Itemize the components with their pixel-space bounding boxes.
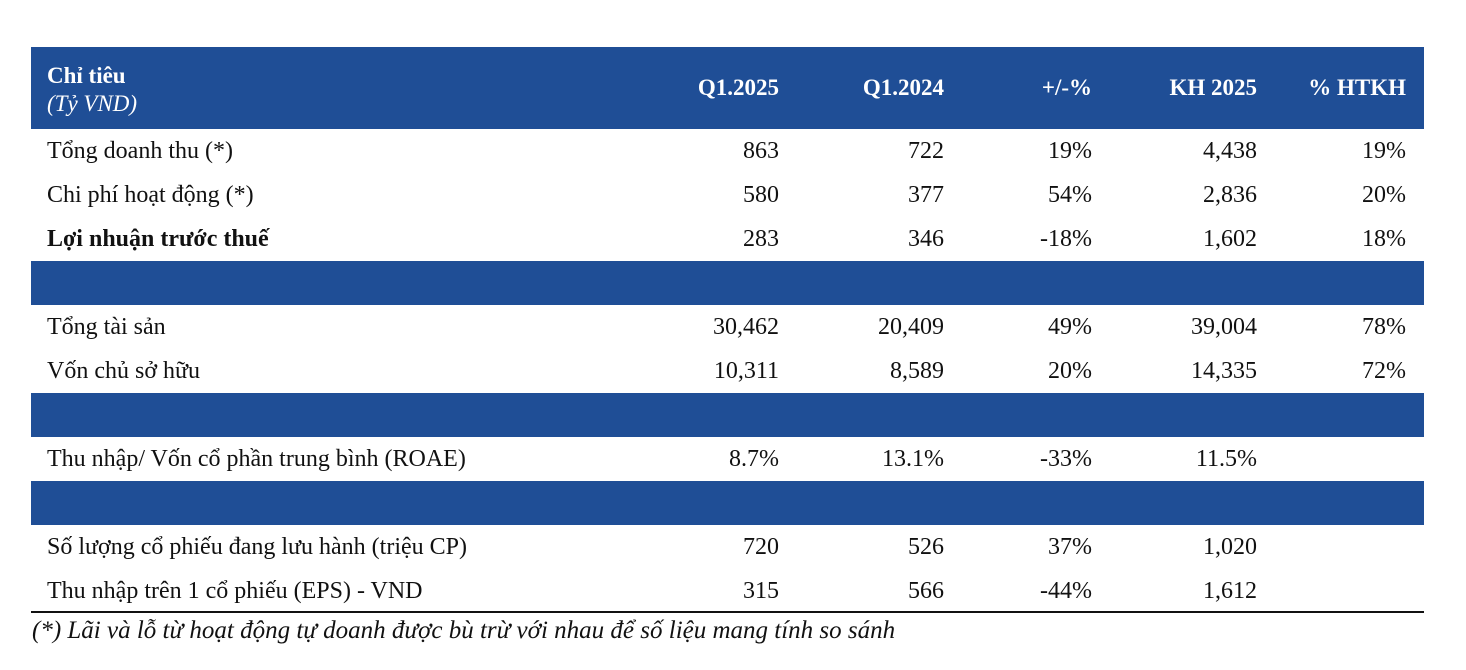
table-bottom-rule: [31, 611, 1424, 613]
cell-change: -44%: [1040, 578, 1092, 604]
cell-plan-completion: 20%: [1362, 182, 1406, 208]
cell-q1-2024: 526: [908, 534, 944, 560]
header-plan-completion: % HTKH: [1308, 75, 1406, 100]
cell-q1-2025: 8.7%: [729, 446, 779, 472]
cell-plan-2025: 1,612: [1203, 578, 1257, 604]
cell-change: 19%: [1048, 138, 1092, 164]
section-divider: [31, 261, 1424, 305]
cell-q1-2024: 20,409: [878, 314, 944, 340]
header-change: +/-%: [1041, 75, 1092, 100]
cell-plan-2025: 2,836: [1203, 182, 1257, 208]
cell-q1-2024: 8,589: [890, 358, 944, 384]
cell-q1-2025: 30,462: [713, 314, 779, 340]
cell-q1-2024: 13.1%: [882, 446, 944, 472]
cell-q1-2024: 566: [908, 578, 944, 604]
row-label: Thu nhập trên 1 cổ phiếu (EPS) - VND: [47, 578, 423, 604]
cell-q1-2025: 315: [743, 578, 779, 604]
cell-plan-2025: 4,438: [1203, 138, 1257, 164]
table-row: Thu nhập trên 1 cổ phiếu (EPS) - VND 315…: [31, 569, 1424, 613]
table-row: Tổng doanh thu (*) 863 722 19% 4,438 19%: [31, 129, 1424, 173]
cell-plan-2025: 39,004: [1191, 314, 1257, 340]
cell-q1-2025: 720: [743, 534, 779, 560]
table-row: Chi phí hoạt động (*) 580 377 54% 2,836 …: [31, 173, 1424, 217]
cell-change: -33%: [1040, 446, 1092, 472]
cell-plan-2025: 1,020: [1203, 534, 1257, 560]
header-plan-2025: KH 2025: [1169, 75, 1257, 100]
header-label: Chỉ tiêu: [47, 63, 126, 88]
cell-plan-completion: 72%: [1362, 358, 1406, 384]
table-row: Vốn chủ sở hữu 10,311 8,589 20% 14,335 7…: [31, 349, 1424, 393]
cell-plan-completion: 19%: [1362, 138, 1406, 164]
cell-plan-2025: 1,602: [1203, 226, 1257, 252]
financial-table: Chỉ tiêu (Tỷ VND) Q1.2025 Q1.2024 +/-% K…: [31, 47, 1424, 613]
section-divider: [31, 393, 1424, 437]
row-label: Thu nhập/ Vốn cổ phần trung bình (ROAE): [47, 446, 466, 472]
section-divider: [31, 481, 1424, 525]
row-label: Tổng tài sản: [47, 314, 166, 340]
cell-q1-2024: 377: [908, 182, 944, 208]
row-label: Chi phí hoạt động (*): [47, 182, 254, 208]
cell-plan-completion: 78%: [1362, 314, 1406, 340]
cell-plan-completion: 18%: [1362, 226, 1406, 252]
cell-change: 54%: [1048, 182, 1092, 208]
row-label: Lợi nhuận trước thuế: [47, 226, 269, 252]
cell-change: 20%: [1048, 358, 1092, 384]
table-row: Số lượng cổ phiếu đang lưu hành (triệu C…: [31, 525, 1424, 569]
table-row: Lợi nhuận trước thuế 283 346 -18% 1,602 …: [31, 217, 1424, 261]
cell-q1-2024: 722: [908, 138, 944, 164]
header-q1-2024: Q1.2024: [862, 75, 944, 100]
cell-plan-2025: 14,335: [1191, 358, 1257, 384]
header-q1-2025: Q1.2025: [697, 75, 779, 100]
row-label: Tổng doanh thu (*): [47, 138, 233, 164]
table-row: Tổng tài sản 30,462 20,409 49% 39,004 78…: [31, 305, 1424, 349]
cell-change: 37%: [1048, 534, 1092, 560]
cell-change: -18%: [1040, 226, 1092, 252]
cell-plan-2025: 11.5%: [1195, 446, 1257, 472]
table-header: Chỉ tiêu (Tỷ VND) Q1.2025 Q1.2024 +/-% K…: [31, 47, 1424, 129]
row-label: Vốn chủ sở hữu: [47, 358, 201, 384]
cell-q1-2025: 863: [743, 138, 779, 164]
table-row: Thu nhập/ Vốn cổ phần trung bình (ROAE) …: [31, 437, 1424, 481]
footnote: (*) Lãi và lỗ từ hoạt động tự doanh được…: [32, 617, 896, 644]
cell-q1-2025: 283: [743, 226, 779, 252]
header-unit: (Tỷ VND): [47, 91, 138, 116]
cell-q1-2024: 346: [908, 226, 944, 252]
cell-q1-2025: 580: [743, 182, 779, 208]
row-label: Số lượng cổ phiếu đang lưu hành (triệu C…: [47, 534, 467, 560]
cell-q1-2025: 10,311: [713, 358, 779, 384]
cell-change: 49%: [1048, 314, 1092, 340]
